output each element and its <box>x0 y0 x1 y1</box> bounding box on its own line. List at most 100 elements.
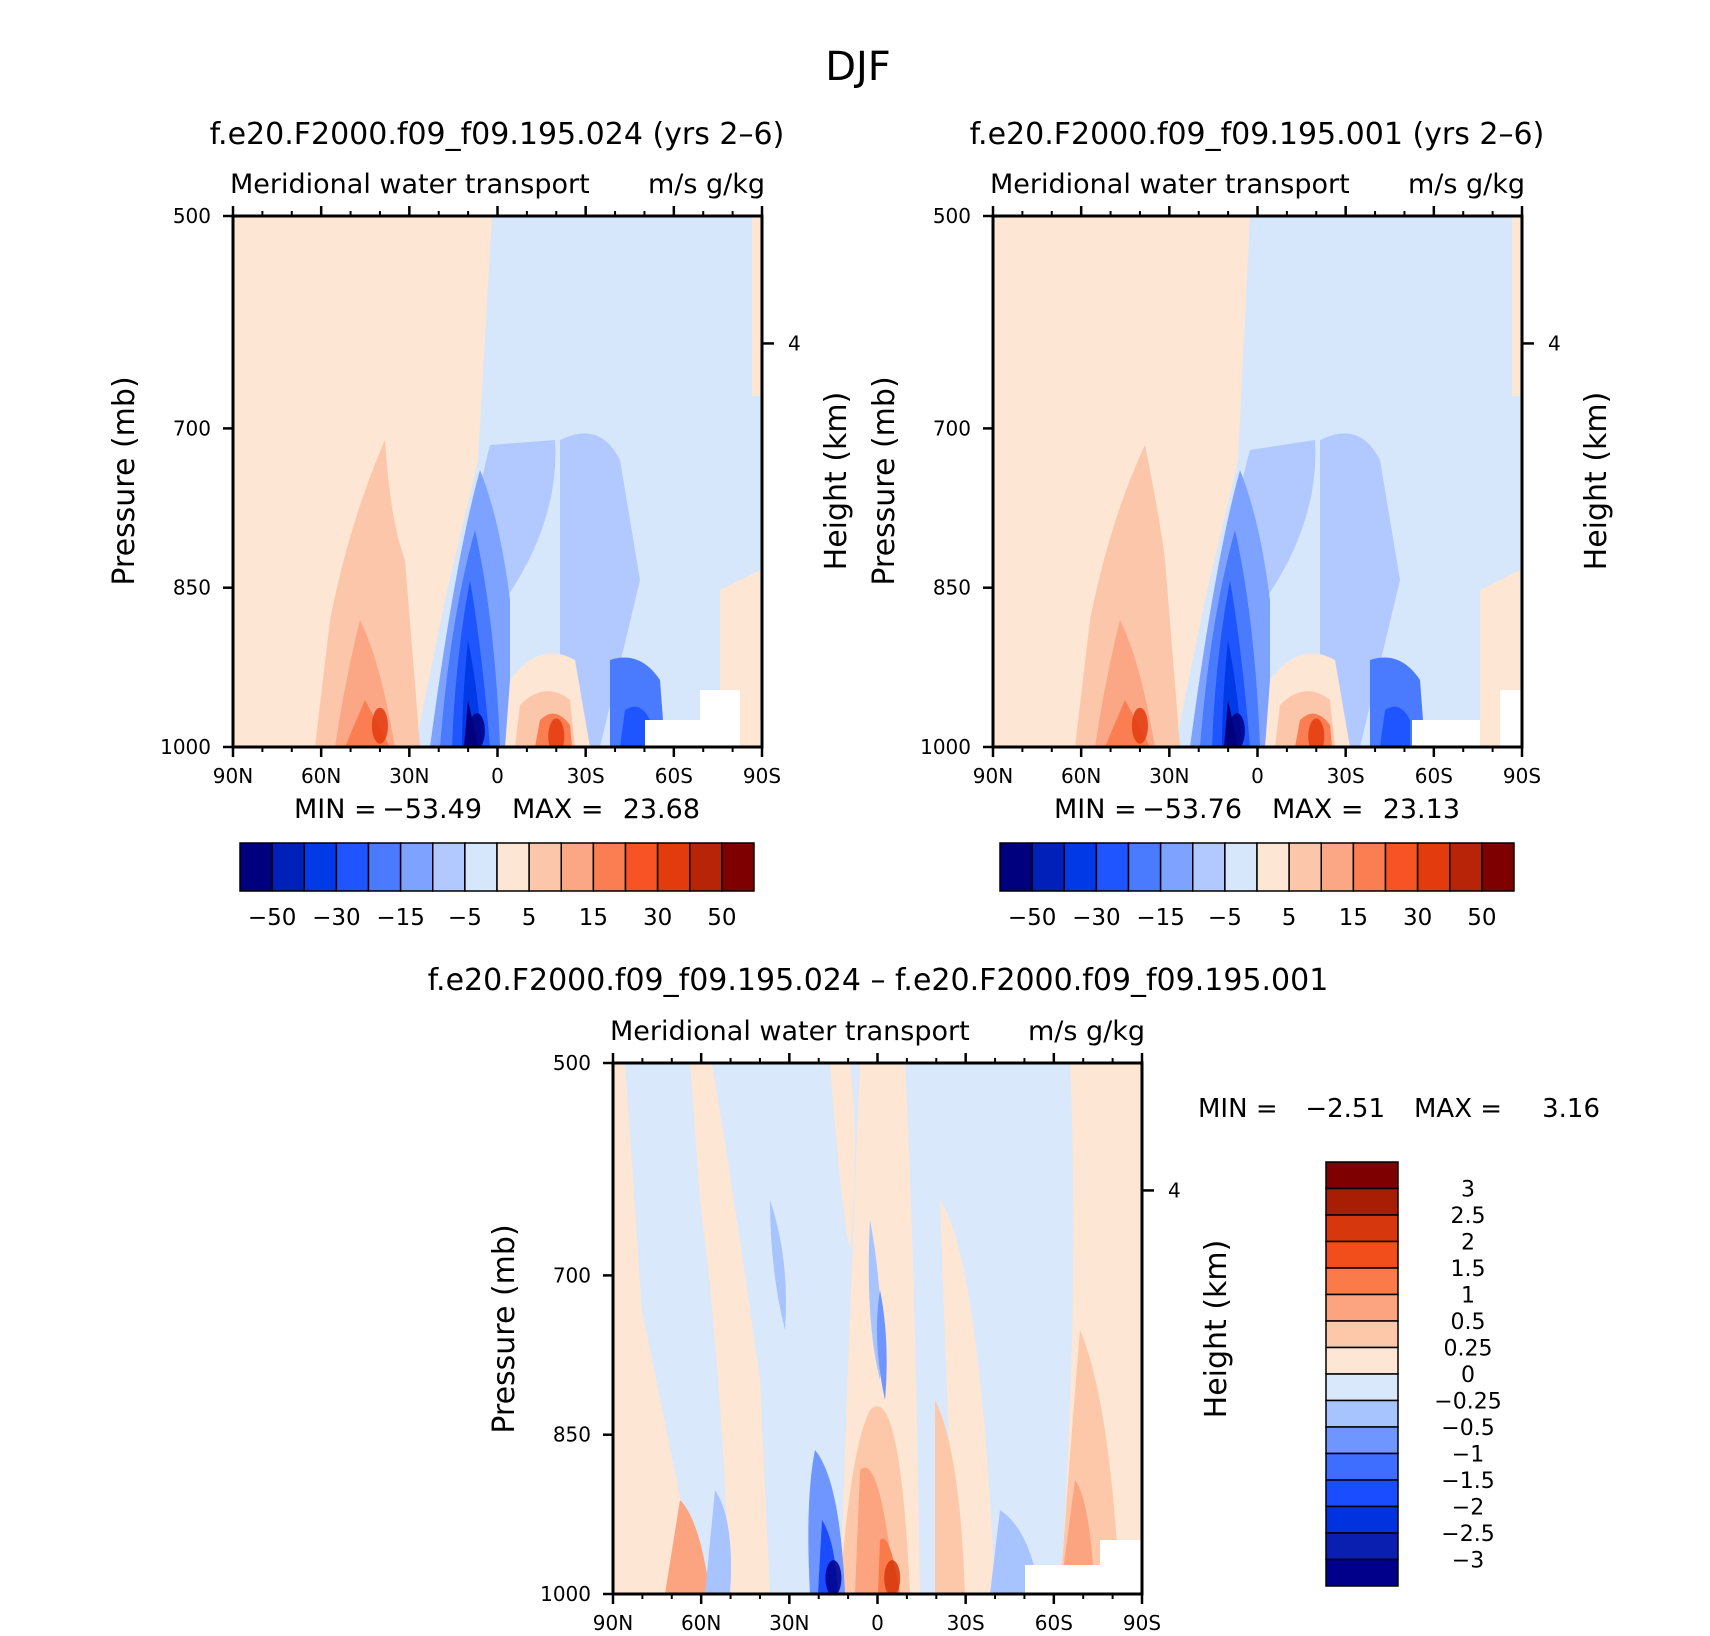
field-extreme-mark <box>548 718 565 747</box>
x-tick-label: 90N <box>973 764 1013 788</box>
panel-3-max-label: MAX = <box>1414 1094 1502 1124</box>
colorbar-box <box>1384 842 1419 892</box>
colorbar-box <box>1325 1426 1399 1455</box>
colorbar-label: 3 <box>1461 1178 1475 1203</box>
colorbar-label: −50 <box>1008 905 1057 931</box>
y-tick-label: 1000 <box>920 735 971 759</box>
colorbar-box <box>1288 842 1322 892</box>
colorbar-label: −30 <box>1072 905 1121 931</box>
x-tick-label: 30N <box>1149 764 1189 788</box>
x-tick-label: 30S <box>947 1611 985 1635</box>
colorbar-box <box>1325 1479 1399 1508</box>
colorbar-box <box>464 842 498 892</box>
x-tick-label: 90S <box>1123 1611 1161 1635</box>
panel-2-colorbar: −50 −30 −15 −5 5 15 30 50 <box>999 842 1515 931</box>
panel-3-contour-field <box>613 1063 1142 1594</box>
field-extreme-mark <box>1308 718 1325 747</box>
field-extreme-mark <box>825 1560 842 1594</box>
y-tick-label: 850 <box>553 1423 591 1447</box>
panel-1-marks <box>371 707 565 747</box>
field-extreme-mark <box>1131 707 1148 744</box>
x-tick-label: 30N <box>389 764 429 788</box>
y-tick-label: 1000 <box>540 1582 591 1606</box>
panel-2-min-value: −53.76 <box>1142 794 1242 825</box>
x-tick-label: 60N <box>681 1611 721 1635</box>
panel-1-max-value: 23.68 <box>623 794 700 825</box>
colorbar-box <box>303 842 338 892</box>
colorbar-box <box>656 842 691 892</box>
panel-3-ylabel: Pressure (mb) <box>487 1224 522 1433</box>
colorbar-box <box>432 842 466 892</box>
panel-2-subtitle-right: m/s g/kg <box>1408 169 1525 200</box>
panel-3: f.e20.F2000.f09_f09.195.024 – f.e20.F200… <box>428 963 1600 1635</box>
panel-2-contour-field <box>993 216 1522 747</box>
colorbar-label: 15 <box>579 905 608 931</box>
colorbar-box <box>1320 842 1355 892</box>
colorbar-label: −5 <box>1208 905 1242 931</box>
colorbar-box <box>1325 1240 1399 1269</box>
panel-3-subtitle-left: Meridional water transport <box>610 1016 970 1047</box>
y-tick-label: 700 <box>933 416 971 440</box>
panel-3-marks <box>825 1560 901 1594</box>
y-tick-label: 700 <box>553 1263 591 1287</box>
colorbar-label: −1.5 <box>1441 1469 1494 1494</box>
colorbar-label: 15 <box>1339 905 1368 931</box>
colorbar-box <box>1256 842 1290 892</box>
field-extreme-mark <box>371 707 388 744</box>
panel-1-axes: 90N 60N 30N 0 30S 60S 90S 500 700 850 1000 4 <box>160 204 801 788</box>
panel-2-max-label: MAX = <box>1272 794 1363 825</box>
panel-3-title: f.e20.F2000.f09_f09.195.024 – f.e20.F200… <box>428 963 1329 998</box>
colorbar-box <box>1325 1399 1399 1428</box>
colorbar-label: −50 <box>248 905 297 931</box>
colorbar-box <box>1192 842 1226 892</box>
colorbar-box <box>1095 842 1130 892</box>
colorbar-box <box>1416 842 1451 892</box>
colorbar-label: 1.5 <box>1451 1257 1486 1282</box>
colorbar-label: 2.5 <box>1451 1204 1486 1229</box>
colorbar-box <box>721 842 755 892</box>
y-tick-label: 1000 <box>160 735 211 759</box>
panel-2-marks <box>1131 707 1325 747</box>
x-tick-label: 60S <box>1415 764 1453 788</box>
colorbar-label: 5 <box>1282 905 1297 931</box>
colorbar-box <box>367 842 402 892</box>
panel-2-title: f.e20.F2000.f09_f09.195.001 (yrs 2–6) <box>970 117 1545 152</box>
colorbar-box <box>239 842 273 892</box>
panel-1-subtitle-left: Meridional water transport <box>230 169 590 200</box>
panel-2-subtitle-left: Meridional water transport <box>990 169 1350 200</box>
x-tick-label: 0 <box>1251 764 1264 788</box>
x-tick-label: 30N <box>769 1611 809 1635</box>
y-tick-label: 500 <box>553 1051 591 1075</box>
colorbar-box <box>1224 842 1258 892</box>
colorbar-label: −1 <box>1452 1443 1484 1468</box>
colorbar-label: 2 <box>1461 1231 1475 1256</box>
colorbar-box <box>689 842 723 892</box>
colorbar-label: 50 <box>1467 905 1496 931</box>
panel-2-min-label: MIN = <box>1054 794 1137 825</box>
panel-1-title: f.e20.F2000.f09_f09.195.024 (yrs 2–6) <box>210 117 785 152</box>
panel-1-min-label: MIN = <box>294 794 377 825</box>
field-extreme-mark <box>884 1560 901 1594</box>
panel-1-ylabel: Pressure (mb) <box>107 376 142 585</box>
colorbar-box <box>1127 842 1162 892</box>
figure-title: DJF <box>825 44 891 90</box>
colorbar-box <box>1325 1293 1399 1322</box>
panel-1-subtitle-right: m/s g/kg <box>648 169 765 200</box>
colorbar-box <box>1481 842 1515 892</box>
x-tick-label: 30S <box>567 764 605 788</box>
y-tick-label: 700 <box>173 416 211 440</box>
panel-1: f.e20.F2000.f09_f09.195.024 (yrs 2–6) Me… <box>107 117 854 931</box>
x-tick-label: 60N <box>1061 764 1101 788</box>
colorbar-box <box>271 842 305 892</box>
colorbar-label: 0.5 <box>1451 1310 1486 1335</box>
panel-3-ylabel-right: Height (km) <box>1199 1240 1234 1419</box>
colorbar-label: 0.25 <box>1444 1337 1493 1362</box>
panel-1-max-label: MAX = <box>512 794 603 825</box>
colorbar-box <box>528 842 562 892</box>
colorbar-box <box>1325 1320 1399 1349</box>
y-right-tick-label: 4 <box>1548 331 1561 355</box>
y-right-tick-label: 4 <box>1168 1178 1181 1202</box>
panel-2-ylabel-right: Height (km) <box>1579 392 1614 571</box>
colorbar-box <box>1325 1452 1399 1481</box>
